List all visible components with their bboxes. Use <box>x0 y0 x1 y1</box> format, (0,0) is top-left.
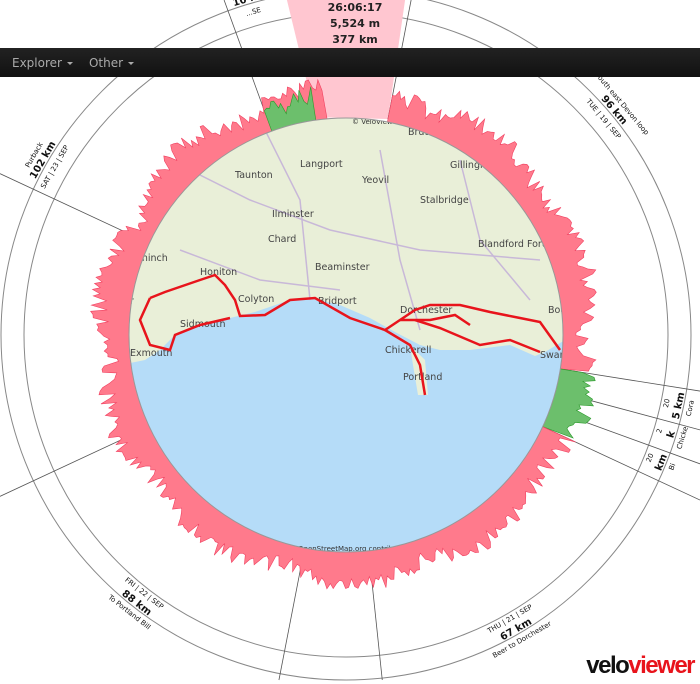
nav-other[interactable]: Other <box>88 55 135 70</box>
ride-date: ...SE <box>245 6 262 18</box>
ride-name: Bi <box>667 462 677 471</box>
place-label: Honiton <box>200 267 237 278</box>
total-time: 26:06:17 <box>327 1 383 14</box>
route <box>138 273 562 396</box>
place-label: Dorchester <box>400 305 452 316</box>
place-label: Bridport <box>318 296 357 307</box>
ride-date: 2 <box>655 428 664 435</box>
caret-down-icon <box>128 61 135 65</box>
ride-date: 20 <box>645 452 656 463</box>
place-label: Bour <box>548 305 570 316</box>
place-label: Ilminster <box>272 209 314 220</box>
place-label: Langport <box>300 159 343 170</box>
place-label: Swanage <box>540 350 583 361</box>
place-label: Colyton <box>238 294 274 305</box>
ride-distance: k <box>665 429 678 439</box>
logo-part1: velo <box>586 652 630 679</box>
ride-name: Cora <box>685 399 696 417</box>
place-label: adninch <box>130 253 168 264</box>
place-label: Yeovil <box>361 175 389 186</box>
map-credit-top: © VeloViewer.com <box>352 118 417 126</box>
place-label: Blandford Forum <box>478 239 557 250</box>
total-elevation: 5,524 m <box>329 17 381 30</box>
ride-date: 20 <box>662 398 672 408</box>
ride-distance: 10 km <box>232 0 268 9</box>
place-label: Stalbridge <box>420 195 469 206</box>
nav-explorer[interactable]: Explorer <box>12 56 73 70</box>
place-label: Beaminster <box>315 262 370 273</box>
place-label: Gillingham <box>450 160 501 171</box>
ride-label[interactable]: ...SE10 kmMaiden Castl <box>224 0 270 18</box>
place-label: Exmouth <box>130 348 172 359</box>
ride-divider <box>563 369 700 392</box>
ride-divider <box>278 550 305 681</box>
logo-part2: viewer <box>628 652 695 679</box>
place-label: Chickerell <box>385 345 431 356</box>
caret-down-icon <box>66 61 73 65</box>
place-label: Chard <box>268 234 296 245</box>
map[interactable]: GlastonburyBrutonLangportGillinghamTaunt… <box>120 104 583 570</box>
nav-explorer-label: Explorer <box>12 55 62 70</box>
osm-credit[interactable]: © OpenStreetMap.org contributors <box>289 545 412 553</box>
navbar: Explorer Other <box>0 48 700 77</box>
summary-totals: 26:06:17 5,524 m 377 km <box>300 0 410 48</box>
elevation-profile <box>90 78 597 590</box>
veloviewer-logo[interactable]: veloviewer <box>586 652 695 680</box>
roads <box>149 119 541 331</box>
place-label: Taunton <box>234 170 273 181</box>
nav-other-label: Other <box>88 55 124 70</box>
total-distance: 377 km <box>332 33 378 46</box>
